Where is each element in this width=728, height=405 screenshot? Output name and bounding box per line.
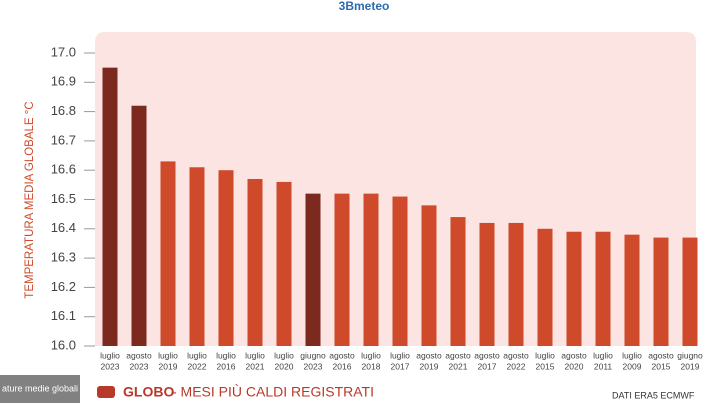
y-tick-label: 16.3 bbox=[51, 250, 76, 265]
bar bbox=[131, 105, 147, 347]
y-tick-label: 16.6 bbox=[51, 162, 76, 177]
x-tick-label: luglio bbox=[593, 350, 613, 360]
x-tick-label: luglio bbox=[187, 350, 207, 360]
bar bbox=[247, 178, 263, 346]
x-tick-label: 2022 bbox=[188, 361, 207, 371]
bar bbox=[595, 231, 611, 346]
bar bbox=[450, 217, 466, 346]
y-tick-label: 16.9 bbox=[51, 74, 76, 89]
bar bbox=[508, 222, 524, 346]
x-tick-label: luglio bbox=[245, 350, 265, 360]
x-tick-label: luglio bbox=[361, 350, 381, 360]
bar bbox=[537, 228, 553, 346]
x-tick-label: 2023 bbox=[130, 361, 149, 371]
bar bbox=[305, 193, 321, 346]
y-tick-label: 16.4 bbox=[51, 220, 76, 235]
x-tick-label: agosto bbox=[474, 350, 500, 360]
bar bbox=[363, 193, 379, 346]
y-tick-label: 16.5 bbox=[51, 191, 76, 206]
x-tick-label: agosto bbox=[416, 350, 442, 360]
x-tick-label: luglio bbox=[390, 350, 410, 360]
bar bbox=[392, 196, 408, 346]
x-tick-label: agosto bbox=[329, 350, 355, 360]
x-tick-label: 2015 bbox=[536, 361, 555, 371]
y-tick-label: 16.7 bbox=[51, 132, 76, 147]
x-tick-label: luglio bbox=[100, 350, 120, 360]
x-tick-label: 2019 bbox=[420, 361, 439, 371]
y-tick-label: 16.8 bbox=[51, 103, 76, 118]
x-tick-label: 2020 bbox=[565, 361, 584, 371]
y-tick-label: 16.2 bbox=[51, 279, 76, 294]
x-tick-label: 2019 bbox=[159, 361, 178, 371]
subtitle: - MESI PIÙ CALDI REGISTRATI bbox=[172, 384, 374, 400]
x-tick-label: luglio bbox=[622, 350, 642, 360]
bar bbox=[624, 234, 640, 346]
y-axis-label: TEMPERATURA MEDIA GLOBALE °C bbox=[24, 101, 36, 298]
bar bbox=[682, 237, 698, 346]
bar bbox=[189, 167, 205, 346]
x-tick-label: agosto bbox=[445, 350, 471, 360]
overlay-box bbox=[0, 375, 80, 403]
x-tick-label: 2017 bbox=[391, 361, 410, 371]
y-tick-label: 17.0 bbox=[51, 44, 76, 59]
x-tick-label: agosto bbox=[561, 350, 587, 360]
x-tick-label: 2017 bbox=[478, 361, 497, 371]
x-tick-label: agosto bbox=[126, 350, 152, 360]
bar bbox=[334, 193, 350, 346]
x-tick-label: agosto bbox=[503, 350, 529, 360]
legend-swatch bbox=[97, 386, 115, 398]
x-tick-label: giugno bbox=[677, 350, 703, 360]
bar bbox=[653, 237, 669, 346]
x-tick-label: 2023 bbox=[101, 361, 120, 371]
x-tick-label: 2018 bbox=[362, 361, 381, 371]
x-tick-label: giugno bbox=[300, 350, 326, 360]
overlay-caption: ature medie globali bbox=[2, 383, 78, 393]
x-tick-label: 2023 bbox=[304, 361, 323, 371]
x-tick-label: 2009 bbox=[623, 361, 642, 371]
bar bbox=[566, 231, 582, 346]
bar bbox=[276, 181, 292, 346]
x-tick-label: 2021 bbox=[246, 361, 265, 371]
y-tick-label: 16.0 bbox=[51, 337, 76, 352]
bar bbox=[102, 67, 118, 347]
x-tick-label: 2016 bbox=[217, 361, 236, 371]
bar bbox=[479, 222, 495, 346]
x-tick-label: luglio bbox=[535, 350, 555, 360]
x-tick-label: 2022 bbox=[507, 361, 526, 371]
y-tick-label: 16.1 bbox=[51, 308, 76, 323]
x-tick-label: luglio bbox=[158, 350, 178, 360]
x-tick-label: 2015 bbox=[652, 361, 671, 371]
legend-label: GLOBO bbox=[123, 384, 174, 400]
bar bbox=[421, 205, 437, 346]
x-tick-label: luglio bbox=[216, 350, 236, 360]
x-tick-label: 2016 bbox=[333, 361, 352, 371]
x-tick-label: agosto bbox=[648, 350, 674, 360]
x-tick-label: luglio bbox=[274, 350, 294, 360]
x-tick-label: 2011 bbox=[594, 361, 613, 371]
x-tick-label: 2020 bbox=[275, 361, 294, 371]
x-tick-label: 2021 bbox=[449, 361, 468, 371]
x-tick-label: 2019 bbox=[681, 361, 700, 371]
source: DATI ERA5 ECMWF bbox=[612, 390, 695, 400]
bar bbox=[218, 170, 234, 346]
bar bbox=[160, 161, 176, 346]
logo: 3Bmeteo bbox=[339, 0, 390, 13]
